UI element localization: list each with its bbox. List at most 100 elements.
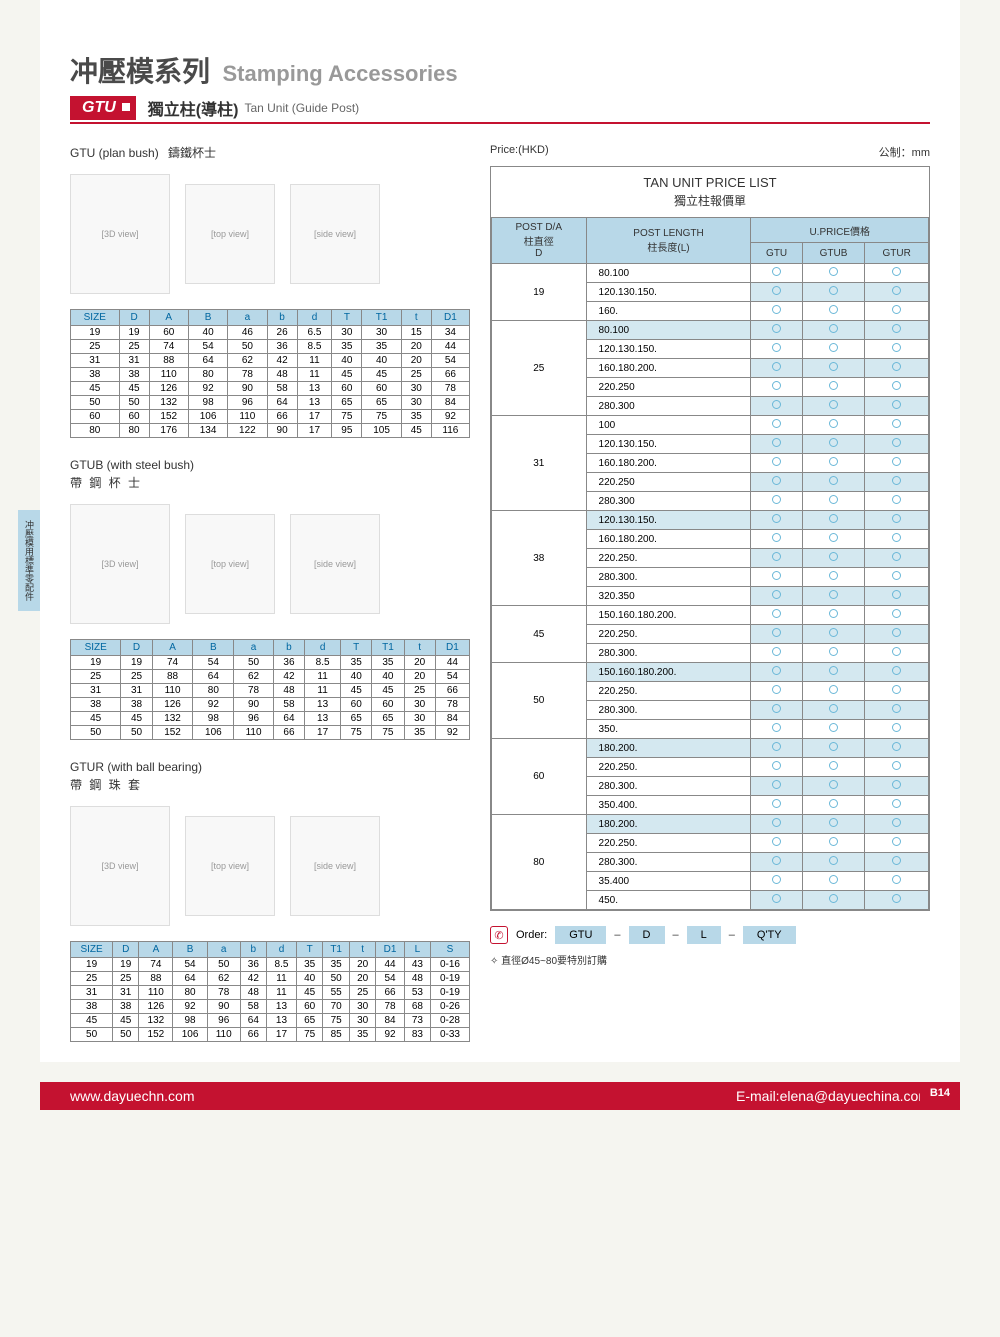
circle-icon xyxy=(772,495,781,504)
table-header: SIZE xyxy=(71,942,113,958)
circle-icon xyxy=(829,685,838,694)
circle-icon xyxy=(829,533,838,542)
circle-icon xyxy=(829,875,838,884)
table-header: T1 xyxy=(362,310,401,326)
circle-icon xyxy=(892,647,901,656)
circle-icon xyxy=(829,590,838,599)
circle-icon xyxy=(892,685,901,694)
circle-icon xyxy=(772,628,781,637)
circle-icon xyxy=(772,381,781,390)
post-length: 280.300. xyxy=(586,568,751,587)
circle-icon xyxy=(892,305,901,314)
circle-icon xyxy=(772,305,781,314)
order-part: GTU xyxy=(555,926,606,944)
price-row: 2580.100 xyxy=(492,321,929,340)
table-row: 31311108078481145452566 xyxy=(71,684,470,698)
table-row: 2525745450368.535352044 xyxy=(71,340,470,354)
circle-icon xyxy=(829,628,838,637)
price-row: 1980.100 xyxy=(492,264,929,283)
table-header: B xyxy=(188,310,227,326)
gtu-spec-table: SIZEDABabdTT1tD11919604046266.5303015342… xyxy=(70,309,470,438)
table-header: D1 xyxy=(431,310,469,326)
table-row: 3131886462421140402054 xyxy=(71,354,470,368)
post-diameter: 80 xyxy=(492,815,587,910)
gtu-label: GTU (plan bush) 鑄鐵杯士 xyxy=(70,144,470,161)
table-header: S xyxy=(430,942,469,958)
circle-icon xyxy=(892,343,901,352)
circle-icon xyxy=(829,742,838,751)
table-header: t xyxy=(401,310,431,326)
table-header: d xyxy=(297,310,332,326)
table-row: 1919745450368.535352044 xyxy=(71,656,470,670)
post-length: 220.250. xyxy=(586,549,751,568)
circle-icon xyxy=(772,666,781,675)
circle-icon xyxy=(829,818,838,827)
circle-icon xyxy=(829,514,838,523)
circle-icon xyxy=(829,343,838,352)
circle-icon xyxy=(772,742,781,751)
table-header: T xyxy=(297,942,323,958)
diagram-3d: [3D view] xyxy=(70,806,170,926)
circle-icon xyxy=(892,628,901,637)
circle-icon xyxy=(829,723,838,732)
table-header: B xyxy=(173,942,207,958)
post-length: 220.250. xyxy=(586,834,751,853)
gtub-label: GTUB (with steel bush) 帶 鋼 杯 士 xyxy=(70,458,470,491)
post-length: 280.300 xyxy=(586,492,751,511)
price-row: 31100 xyxy=(492,416,929,435)
circle-icon xyxy=(892,495,901,504)
circle-icon xyxy=(829,457,838,466)
post-length: 120.130.150. xyxy=(586,511,751,530)
circle-icon xyxy=(829,799,838,808)
table-row: 45451329896641365753084730-28 xyxy=(71,1014,470,1028)
circle-icon xyxy=(892,457,901,466)
circle-icon xyxy=(772,894,781,903)
side-tab: 冲壓模用標準零配件 xyxy=(18,510,40,611)
sub-en: Tan Unit (Guide Post) xyxy=(244,101,359,115)
table-row: 45451269290581360603078 xyxy=(71,382,470,396)
table-header: L xyxy=(404,942,430,958)
circle-icon xyxy=(829,400,838,409)
circle-icon xyxy=(772,685,781,694)
diagram-3d: [3D view] xyxy=(70,504,170,624)
table-header: A xyxy=(152,640,193,656)
circle-icon xyxy=(892,381,901,390)
table-header: T xyxy=(332,310,362,326)
post-diameter: 60 xyxy=(492,739,587,815)
post-length: 180.200. xyxy=(586,739,751,758)
circle-icon xyxy=(829,571,838,580)
gtur-label: GTUR (with ball bearing) 帶 鋼 珠 套 xyxy=(70,760,470,793)
circle-icon xyxy=(892,704,901,713)
circle-icon xyxy=(829,305,838,314)
post-length: 220.250. xyxy=(586,625,751,644)
circle-icon xyxy=(892,438,901,447)
circle-icon xyxy=(892,856,901,865)
order-note: ✧ 直徑Ø45~80要特別訂購 xyxy=(490,952,930,967)
circle-icon xyxy=(829,704,838,713)
circle-icon xyxy=(772,590,781,599)
product-badge: GTU xyxy=(70,96,136,120)
post-length: 160.180.200. xyxy=(586,359,751,378)
table-header: D1 xyxy=(435,640,469,656)
post-length: 280.300. xyxy=(586,701,751,720)
th-post: POST D/A 柱直徑 D xyxy=(492,218,587,264)
circle-icon xyxy=(892,552,901,561)
circle-icon xyxy=(772,723,781,732)
circle-icon xyxy=(772,552,781,561)
circle-icon xyxy=(892,666,901,675)
price-row: 60180.200. xyxy=(492,739,929,758)
circle-icon xyxy=(829,476,838,485)
post-length: 120.130.150. xyxy=(586,435,751,454)
footer-url: www.dayuechn.com xyxy=(70,1088,195,1104)
table-header: A xyxy=(139,942,173,958)
catalog-page: 冲壓模用標準零配件 冲壓模系列 Stamping Accessories GTU… xyxy=(40,0,960,1062)
table-header: b xyxy=(267,310,297,326)
circle-icon xyxy=(772,571,781,580)
phone-icon: ✆ xyxy=(490,926,508,944)
circle-icon xyxy=(892,533,901,542)
table-row: 808017613412290179510545116 xyxy=(71,424,470,438)
footer: www.dayuechn.com E-mail:elena@dayuechina… xyxy=(40,1082,960,1110)
post-length: 35.400 xyxy=(586,872,751,891)
circle-icon xyxy=(772,324,781,333)
table-header: SIZE xyxy=(71,310,120,326)
